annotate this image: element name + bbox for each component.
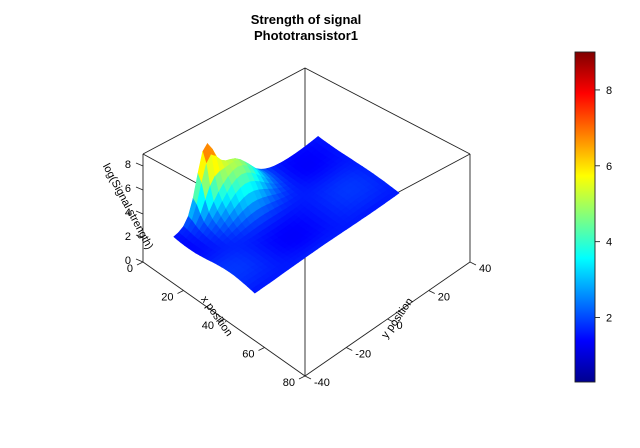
- x-tick-label: 20: [161, 292, 173, 304]
- colorbar-gradient: [574, 51, 596, 383]
- signal-surface: [173, 136, 400, 294]
- colorbar: 2 4 6 8: [574, 51, 612, 383]
- z-tick-mark: [135, 234, 144, 239]
- z-tick-label: 2: [125, 231, 131, 243]
- x-tick-mark: [258, 347, 265, 351]
- x-tick-mark: [177, 290, 184, 294]
- y-tick-label: -40: [314, 377, 330, 389]
- x-axis-ticks: 0 20 40 60 80: [127, 261, 306, 389]
- z-tick-mark: [135, 258, 144, 263]
- y-tick-label: -20: [355, 349, 371, 361]
- z-tick-mark: [135, 186, 144, 191]
- z-tick-label: 8: [125, 159, 131, 171]
- x-tick-mark: [298, 375, 306, 380]
- y-tick-mark: [428, 290, 435, 294]
- y-tick-mark: [387, 318, 394, 323]
- x-tick-mark: [136, 261, 144, 266]
- colorbar-tick-label: 2: [606, 313, 612, 325]
- y-axis-label: y position: [379, 296, 415, 341]
- z-tick-label: 6: [125, 183, 131, 195]
- y-tick-label: 40: [479, 263, 491, 275]
- y-tick-mark: [346, 347, 353, 351]
- x-tick-label: 80: [283, 377, 295, 389]
- colorbar-tick-label: 8: [606, 85, 612, 97]
- z-tick-label: 0: [125, 255, 131, 267]
- x-tick-mark: [217, 318, 225, 323]
- colorbar-tick-label: 4: [606, 237, 612, 249]
- surface-cell: [250, 286, 261, 294]
- chart-title: Strength of signal: [251, 12, 362, 27]
- y-tick-mark: [469, 261, 477, 266]
- z-axis-ticks: 0 2 4 6 8: [125, 159, 144, 267]
- z-tick-label: 4: [125, 207, 131, 219]
- z-tick-mark: [135, 210, 144, 215]
- x-tick-label: 40: [202, 320, 214, 332]
- x-tick-label: 0: [127, 263, 133, 275]
- colorbar-ticks: 2 4 6 8: [595, 85, 612, 325]
- z-tick-mark: [135, 162, 144, 167]
- x-axis-label: x position: [198, 294, 234, 339]
- y-tick-label: 0: [397, 320, 403, 332]
- y-tick-label: 20: [438, 292, 450, 304]
- colorbar-tick-label: 6: [606, 161, 612, 173]
- box-back-top-edges: [142, 67, 471, 155]
- chart-subtitle: Phototransistor1: [254, 28, 358, 43]
- y-axis-ticks: -40 -20 0 20 40: [304, 261, 491, 389]
- x-tick-label: 60: [242, 349, 254, 361]
- y-tick-mark: [304, 375, 312, 380]
